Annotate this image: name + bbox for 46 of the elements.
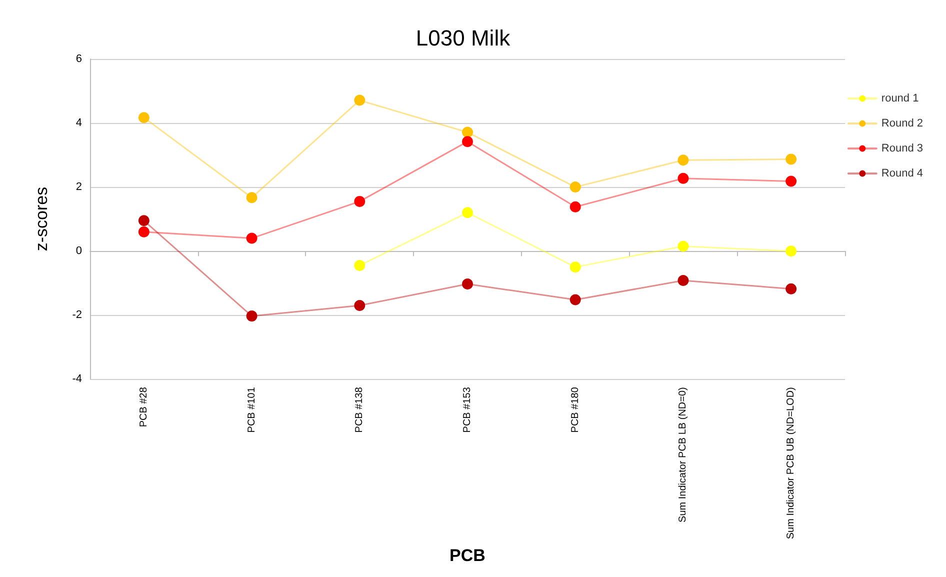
point — [786, 154, 797, 165]
y-tick-label: 0 — [76, 245, 82, 258]
point — [246, 310, 258, 322]
point — [462, 278, 473, 290]
point — [246, 192, 258, 204]
y-tick-label: -4 — [72, 373, 82, 386]
point — [246, 232, 258, 244]
point — [462, 126, 473, 138]
chart-title: L030 Milk — [416, 26, 512, 50]
x-tick-label: PCB #153 — [462, 386, 473, 433]
y-tick-label: 4 — [76, 117, 82, 130]
point — [570, 294, 581, 306]
point — [786, 246, 797, 257]
point — [786, 176, 797, 187]
point — [678, 154, 689, 166]
legend-label: Round 3 — [881, 142, 924, 154]
point — [570, 262, 581, 273]
point — [786, 283, 797, 294]
point — [138, 226, 150, 238]
point — [678, 240, 689, 252]
point — [570, 201, 581, 212]
x-tick-label: PCB #101 — [246, 386, 258, 433]
x-tick-label: PCB #28 — [138, 386, 150, 428]
x-tick-label: PCB #138 — [354, 386, 366, 433]
point — [678, 172, 689, 184]
point — [138, 112, 150, 124]
x-tick-label: Sum Indicator PCB UB (ND=LOD) — [786, 387, 797, 540]
x-tick-label: PCB #180 — [570, 386, 581, 433]
point — [462, 207, 473, 218]
y-tick-label: 2 — [76, 181, 82, 194]
legend-label: round 1 — [881, 92, 919, 104]
legend-label: Round 4 — [881, 168, 924, 180]
point — [462, 136, 473, 148]
point — [354, 196, 366, 207]
point — [354, 94, 366, 106]
y-tick-label: 6 — [76, 53, 82, 65]
y-tick-label: -2 — [72, 309, 82, 322]
point — [354, 260, 366, 271]
x-axis-title: PCB — [450, 546, 486, 565]
point — [138, 215, 150, 226]
point — [570, 182, 581, 193]
y-axis-title: z-scores — [32, 186, 51, 252]
x-tick-label: Sum Indicator PCB LB (ND=0) — [678, 387, 689, 522]
legend-label: Round 2 — [881, 118, 924, 130]
point — [678, 275, 689, 286]
point — [354, 300, 366, 311]
